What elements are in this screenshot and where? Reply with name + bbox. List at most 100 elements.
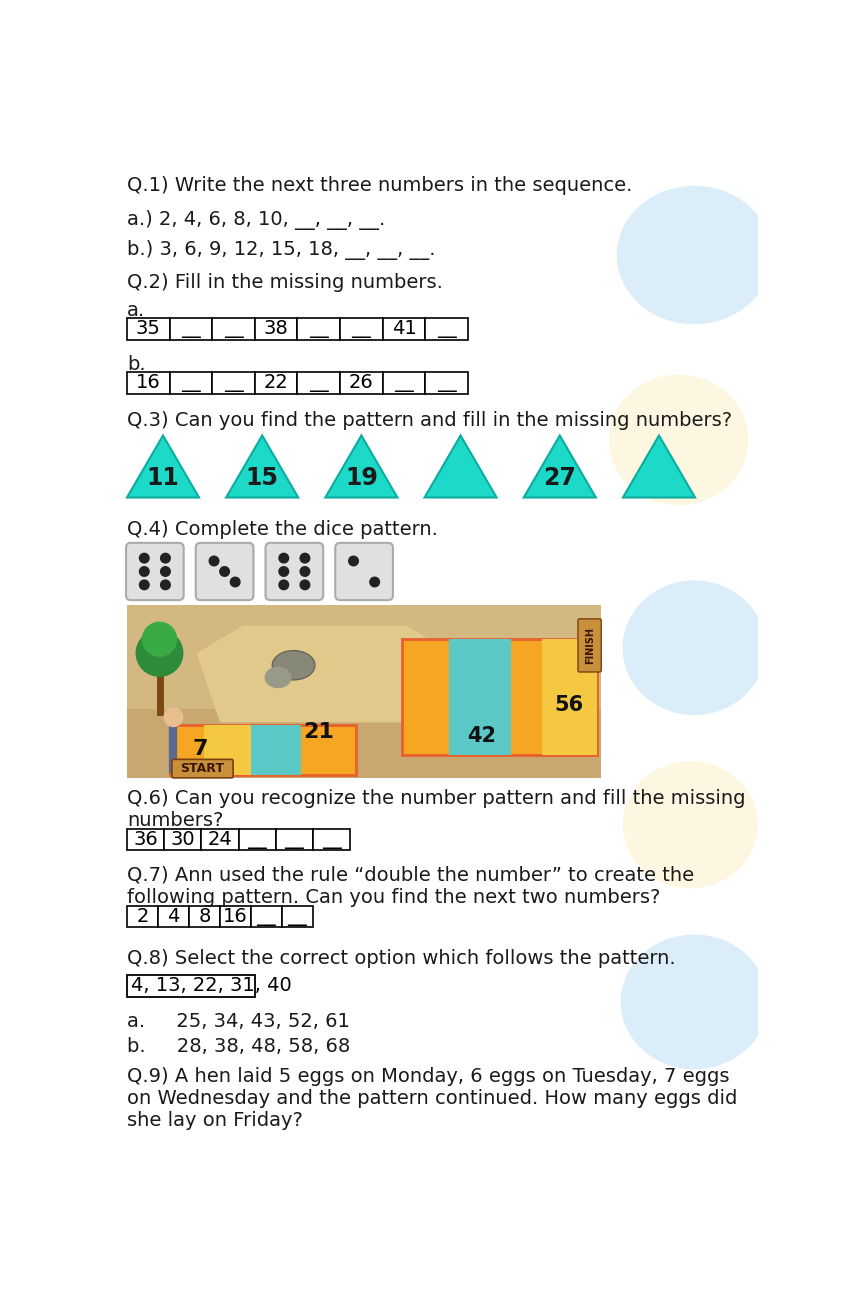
Polygon shape: [524, 435, 596, 497]
Text: __: __: [224, 319, 243, 338]
Text: FINISH: FINISH: [584, 627, 594, 665]
Bar: [255, 372, 297, 394]
Text: __: __: [394, 373, 414, 392]
Circle shape: [161, 567, 170, 576]
Ellipse shape: [264, 666, 291, 688]
Bar: [127, 604, 601, 709]
FancyBboxPatch shape: [196, 542, 253, 600]
Text: 22: 22: [264, 373, 289, 392]
Bar: [201, 829, 238, 851]
FancyBboxPatch shape: [265, 542, 323, 600]
Bar: [127, 975, 255, 997]
Ellipse shape: [616, 186, 772, 324]
Text: Q.4) Complete the dice pattern.: Q.4) Complete the dice pattern.: [127, 520, 438, 538]
Text: __: __: [257, 908, 276, 926]
Bar: [169, 318, 212, 340]
Text: __: __: [285, 830, 304, 849]
Bar: [297, 318, 340, 340]
Circle shape: [279, 567, 289, 576]
FancyBboxPatch shape: [578, 618, 601, 673]
Text: 36: 36: [133, 830, 158, 849]
Text: __: __: [309, 373, 328, 392]
Bar: [127, 829, 164, 851]
FancyBboxPatch shape: [335, 542, 393, 600]
Text: 7: 7: [193, 738, 208, 759]
Text: b.     28, 38, 48, 58, 68: b. 28, 38, 48, 58, 68: [127, 1037, 350, 1056]
Ellipse shape: [609, 374, 749, 505]
Text: 56: 56: [554, 695, 584, 715]
Text: 38: 38: [264, 319, 289, 338]
Text: __: __: [351, 319, 371, 338]
Text: __: __: [322, 830, 341, 849]
Text: __: __: [437, 319, 456, 338]
Text: __: __: [181, 373, 200, 392]
Text: a.     25, 34, 43, 52, 61: a. 25, 34, 43, 52, 61: [127, 1012, 349, 1032]
Bar: [275, 829, 313, 851]
Polygon shape: [623, 435, 695, 497]
Text: a.) 2, 4, 6, 8, 10, __, __, __.: a.) 2, 4, 6, 8, 10, __, __, __.: [127, 210, 385, 230]
Polygon shape: [325, 435, 397, 497]
Text: 30: 30: [170, 830, 195, 849]
Text: 27: 27: [543, 466, 576, 489]
Bar: [340, 372, 383, 394]
Text: __: __: [248, 830, 267, 849]
Polygon shape: [449, 639, 510, 755]
Circle shape: [349, 556, 359, 565]
Circle shape: [231, 577, 240, 587]
Polygon shape: [402, 639, 597, 755]
Bar: [297, 372, 340, 394]
Polygon shape: [169, 726, 355, 775]
Text: __: __: [437, 373, 456, 392]
Polygon shape: [205, 726, 251, 775]
Text: 24: 24: [208, 830, 232, 849]
Text: 16: 16: [223, 908, 248, 926]
Text: 26: 26: [349, 373, 374, 392]
Text: Q.8) Select the correct option which follows the pattern.: Q.8) Select the correct option which fol…: [127, 949, 675, 968]
Bar: [383, 372, 425, 394]
Circle shape: [370, 577, 380, 587]
Circle shape: [300, 567, 310, 576]
Text: 15: 15: [246, 466, 279, 489]
Bar: [238, 829, 275, 851]
Text: 19: 19: [345, 466, 378, 489]
Bar: [251, 906, 282, 927]
Text: 11: 11: [147, 466, 179, 489]
Circle shape: [161, 580, 170, 590]
Ellipse shape: [621, 935, 768, 1069]
Bar: [340, 318, 383, 340]
Ellipse shape: [272, 651, 315, 680]
Polygon shape: [424, 435, 497, 497]
FancyBboxPatch shape: [172, 759, 233, 778]
Bar: [164, 829, 201, 851]
Circle shape: [279, 580, 289, 590]
Text: Q.1) Write the next three numbers in the sequence.: Q.1) Write the next three numbers in the…: [127, 177, 632, 195]
Bar: [127, 906, 158, 927]
Circle shape: [209, 556, 219, 565]
Bar: [313, 829, 350, 851]
Text: __: __: [181, 319, 200, 338]
Text: 2: 2: [136, 908, 149, 926]
Bar: [212, 318, 255, 340]
Ellipse shape: [622, 762, 758, 888]
FancyBboxPatch shape: [126, 542, 184, 600]
Ellipse shape: [622, 581, 766, 715]
Text: b.: b.: [127, 355, 146, 374]
Text: 42: 42: [467, 726, 497, 745]
Text: 4, 13, 22, 31, 40: 4, 13, 22, 31, 40: [131, 976, 291, 995]
Text: Q.3) Can you find the pattern and fill in the missing numbers?: Q.3) Can you find the pattern and fill i…: [127, 411, 732, 430]
Text: Q.6) Can you recognize the number pattern and fill the missing
numbers?: Q.6) Can you recognize the number patter…: [127, 789, 745, 830]
Circle shape: [140, 567, 149, 576]
Text: 16: 16: [136, 373, 161, 392]
Text: 21: 21: [304, 722, 334, 741]
Bar: [282, 906, 313, 927]
Text: b.) 3, 6, 9, 12, 15, 18, __, __, __.: b.) 3, 6, 9, 12, 15, 18, __, __, __.: [127, 240, 435, 259]
Circle shape: [300, 554, 310, 563]
Text: __: __: [224, 373, 243, 392]
Text: START: START: [180, 762, 224, 775]
Text: 41: 41: [392, 319, 417, 338]
Circle shape: [300, 580, 310, 590]
Polygon shape: [226, 435, 298, 497]
Circle shape: [142, 622, 177, 656]
Bar: [425, 372, 468, 394]
Bar: [127, 318, 169, 340]
